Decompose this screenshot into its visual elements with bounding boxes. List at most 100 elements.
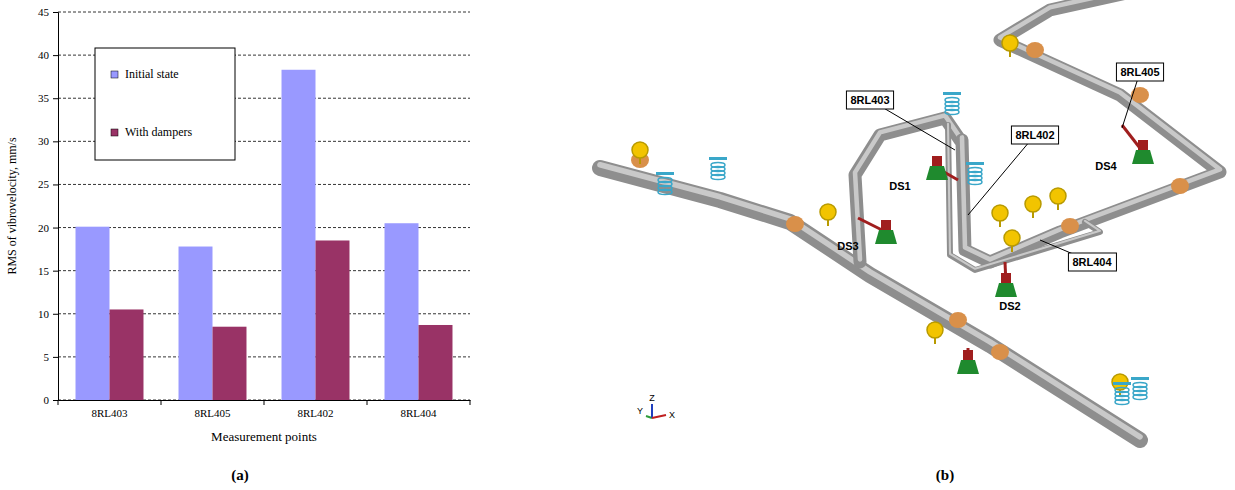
tick-label: 45 <box>38 6 50 18</box>
tick-label: 5 <box>44 351 50 363</box>
tick: 10 <box>38 308 58 320</box>
damper-top <box>1001 273 1011 283</box>
valve <box>1004 230 1020 246</box>
spring-hanger <box>966 162 984 185</box>
fitting <box>1061 218 1079 234</box>
legend-swatch <box>111 71 118 78</box>
bar <box>385 223 419 400</box>
tick: 35 <box>38 92 58 104</box>
damper-top <box>881 220 891 230</box>
damper-label: DS3 <box>837 240 858 252</box>
valve <box>1002 35 1018 51</box>
axis-line <box>53 13 59 401</box>
category-divider <box>264 400 265 405</box>
bar-chart: 0510152025303540458RL4038RL4058RL4028RL4… <box>5 6 471 444</box>
grid <box>58 12 470 400</box>
spring-hanger <box>943 92 961 115</box>
spring-cap <box>709 157 727 160</box>
callout-label: 8RL403 <box>850 94 889 106</box>
category-divider <box>470 400 471 405</box>
spring-cap <box>943 92 961 95</box>
spring-coil <box>968 168 982 173</box>
bar <box>76 227 110 400</box>
legend: Initial stateWith dampers <box>95 48 235 160</box>
tick-label: 10 <box>38 308 50 320</box>
pipe-highlight <box>600 165 1140 437</box>
callout-label: 8RL402 <box>1015 129 1054 141</box>
pipe-highlight <box>962 0 1220 259</box>
spring-hanger <box>709 157 727 180</box>
valve <box>1025 196 1041 212</box>
tick-label: 8RL404 <box>400 407 437 419</box>
x-axis-title: Measurement points <box>211 429 317 444</box>
tick-label: 15 <box>38 265 50 277</box>
grid-line <box>58 184 470 185</box>
legend-label: With dampers <box>125 125 192 139</box>
damper <box>1132 150 1154 164</box>
tick-label: 8RL402 <box>297 407 333 419</box>
spring-cap <box>966 162 984 165</box>
bar <box>282 70 316 400</box>
tick-mark <box>53 55 58 56</box>
valve <box>992 205 1008 221</box>
tick-mark <box>53 400 58 401</box>
callout-label: 8RL405 <box>1120 66 1159 78</box>
panel-label: (a) <box>231 467 249 484</box>
y-axis: 0 5 10 15 20 25 30 35 40 45 <box>38 6 59 406</box>
callout-box <box>1116 63 1163 81</box>
tick-label: 35 <box>38 92 50 104</box>
callout: 8RL405 <box>1116 63 1163 128</box>
damper <box>995 283 1017 297</box>
pipe <box>948 125 1100 270</box>
tick: 20 <box>38 222 58 234</box>
spring-hanger <box>656 172 674 195</box>
bar <box>419 325 453 400</box>
tick: 40 <box>38 49 58 61</box>
damper-label: DS1 <box>889 180 910 192</box>
damper <box>875 230 897 244</box>
tick: 25 <box>38 178 58 190</box>
damper-label: DS4 <box>1095 160 1117 172</box>
tick: 0 <box>44 394 59 406</box>
spring-coil <box>658 178 672 183</box>
fitting <box>1171 178 1189 194</box>
tick: 30 <box>38 135 58 147</box>
pipe-highlight <box>855 115 960 259</box>
fitting <box>1026 42 1044 58</box>
callout: 8RL402 <box>968 126 1059 215</box>
fitting <box>991 344 1009 360</box>
tick-label: 30 <box>38 135 50 147</box>
spring-cap <box>1131 377 1149 380</box>
tick-mark <box>53 12 58 13</box>
pipe-highlight <box>948 124 1100 269</box>
damper-top <box>932 156 942 166</box>
valve <box>927 322 943 338</box>
tick-label: 8RL403 <box>91 407 128 419</box>
spring-coil <box>1115 388 1129 393</box>
spring-coil <box>711 163 725 168</box>
bar <box>213 327 247 400</box>
damper-top <box>963 350 973 360</box>
triad-label: Z <box>649 393 655 403</box>
bar <box>316 240 350 400</box>
legend-swatch <box>111 129 118 136</box>
grid-line <box>58 12 470 13</box>
fitting <box>1131 87 1149 103</box>
y-axis-title: RMS of vibrovelocity, mm/s <box>5 137 19 275</box>
spring-coil <box>1133 383 1147 388</box>
tick: 8RL403 <box>91 400 128 419</box>
spring-cap <box>656 172 674 175</box>
tick-mark <box>53 184 58 185</box>
legend-box <box>95 48 235 160</box>
pipe <box>855 118 960 262</box>
tick-label: 25 <box>38 178 50 190</box>
triad-label: Y <box>637 406 643 416</box>
tick-mark <box>53 98 58 99</box>
spring-cap <box>1113 382 1131 385</box>
category-divider <box>367 400 368 405</box>
triad-label: X <box>669 410 675 420</box>
panel-label: (b) <box>936 467 954 484</box>
tick-label: 40 <box>38 49 50 61</box>
page: 0 5 10 15 20 25 30 35 40 45 8RL403 8RL405 8RL402 8RL4… <box>0 0 1235 490</box>
tick: 45 <box>38 6 58 18</box>
